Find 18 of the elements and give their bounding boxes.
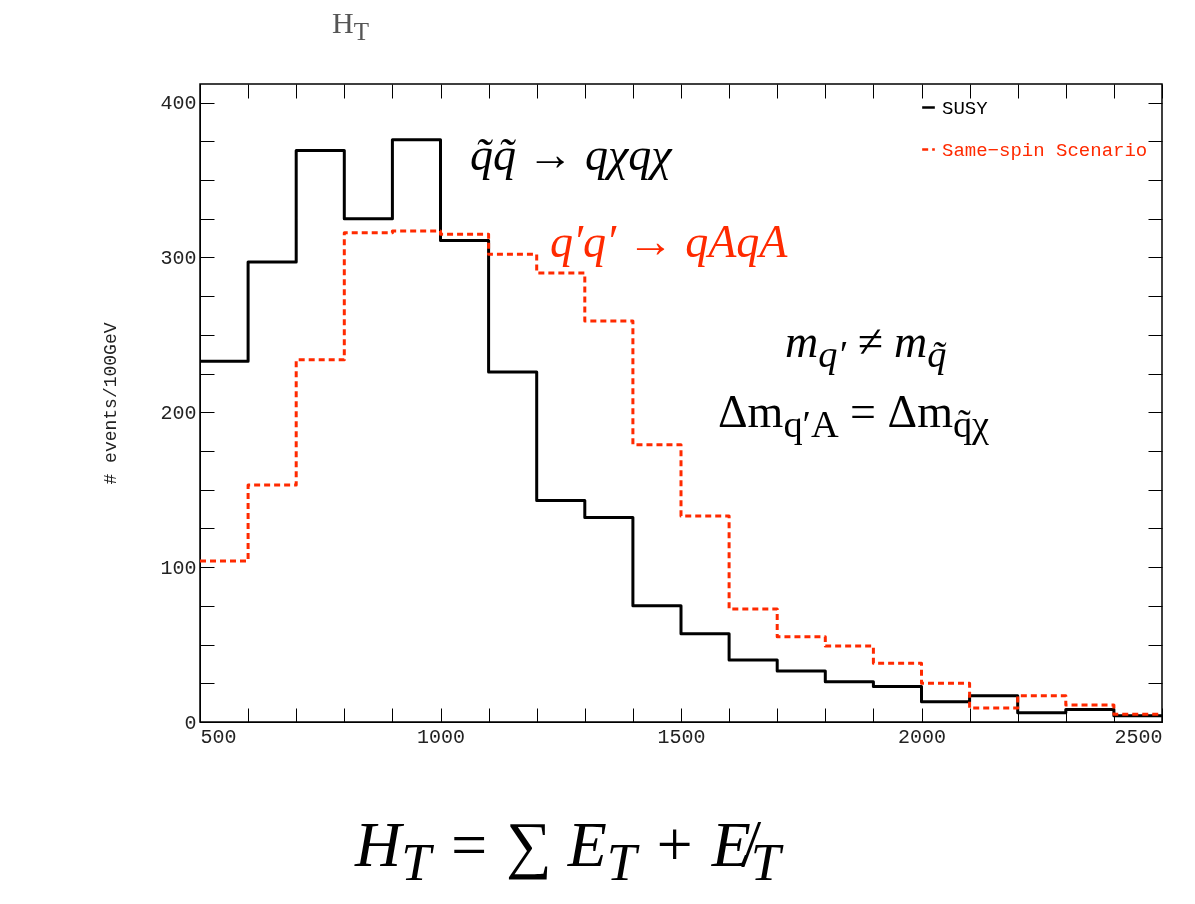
- y-tick-label: 0: [184, 711, 197, 735]
- y-axis-title: # events/100GeV: [101, 322, 122, 485]
- annotation: q̃q̃ → qχqχ: [470, 128, 672, 181]
- x-tick-label: 1000: [416, 725, 466, 749]
- annotation: q′q′ → qAqA: [550, 215, 788, 268]
- annotation: Δm$_{q′A}$ = Δm$_{q̃χ}$: [718, 385, 990, 447]
- legend-label: Same−spin Scenario: [942, 139, 1148, 162]
- chart-title: H$_{T}$: [332, 6, 369, 46]
- legend-label: SUSY: [942, 97, 989, 120]
- y-tick-label: 400: [160, 92, 197, 116]
- x-tick-label: 2500: [1114, 725, 1163, 749]
- x-tick-label: 500: [200, 725, 237, 749]
- y-tick-label: 300: [160, 246, 197, 270]
- x-tick-label: 1500: [657, 725, 706, 749]
- x-tick-label: 2000: [897, 725, 947, 749]
- annotation: m$_{q′}$ ≠ m$_{q̃}$: [785, 315, 947, 377]
- y-tick-label: 200: [160, 401, 197, 425]
- y-tick-label: 100: [160, 556, 197, 580]
